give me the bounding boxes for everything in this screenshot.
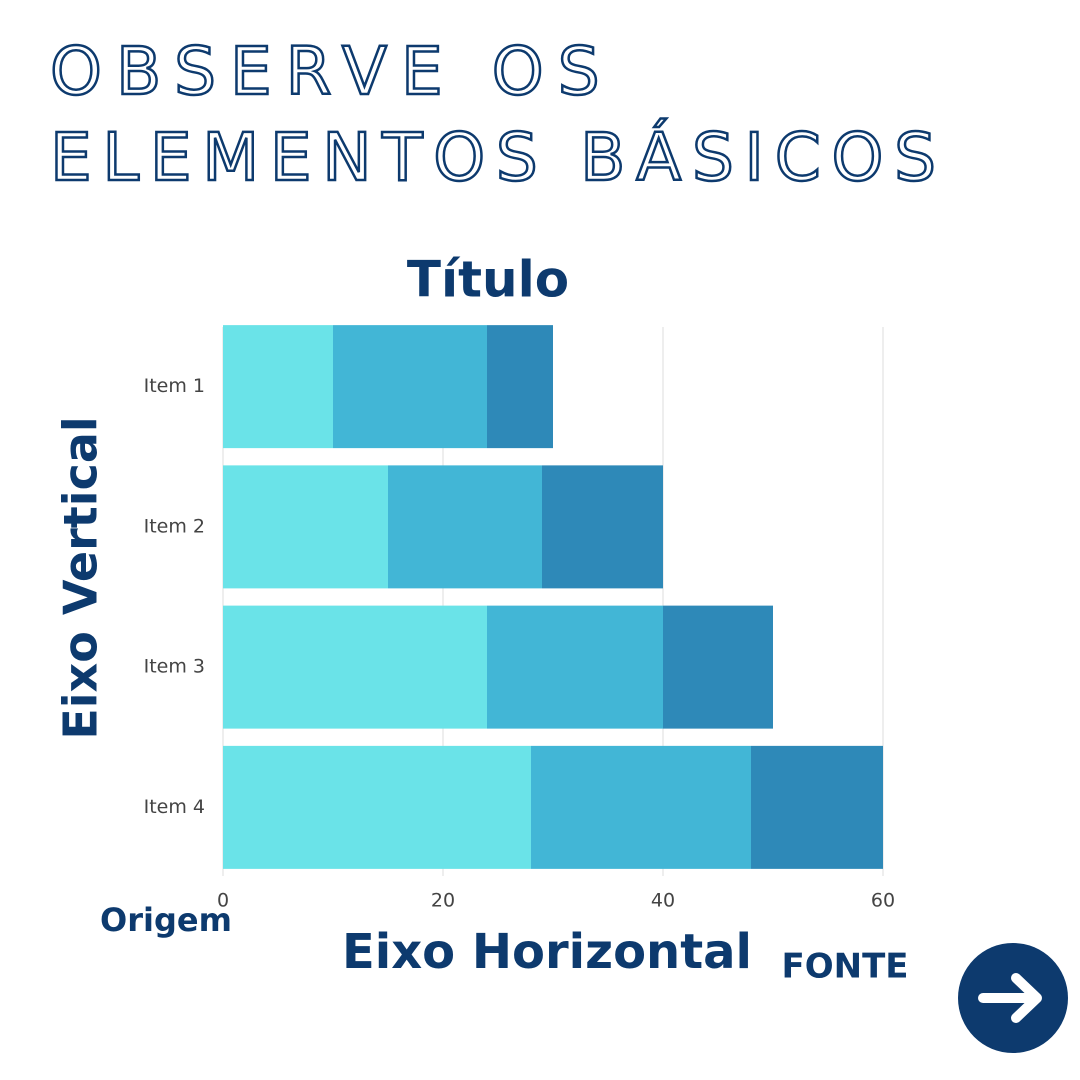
bar-segment	[223, 745, 531, 869]
x-tick-label: 60	[871, 890, 895, 912]
heading-line: OBSERVE OS	[50, 33, 614, 110]
x-axis-label: Eixo Horizontal	[342, 924, 752, 980]
plot: 0 20 40 60 Item 1 Item 2 Item 3 Item 4	[144, 325, 895, 912]
bar-segment	[388, 465, 542, 589]
y-axis-label: Eixo Vertical	[54, 416, 108, 739]
bar-segment	[487, 325, 553, 449]
y-tick-label: Item 4	[144, 796, 205, 818]
bar-segment	[542, 465, 663, 589]
bar-segment	[223, 605, 487, 729]
y-tick-label: Item 3	[144, 656, 205, 678]
bar-segment	[333, 325, 487, 449]
arrow-icon[interactable]	[978, 973, 1042, 1023]
y-tick-label: Item 1	[144, 375, 205, 397]
next-button[interactable]	[958, 943, 1068, 1053]
x-tick-label: 40	[651, 890, 675, 912]
bar-segment	[223, 325, 333, 449]
bar-segment	[663, 605, 773, 729]
heading-line: ELEMENTOS BÁSICOS	[50, 119, 950, 196]
annotation: Origem	[100, 901, 232, 939]
y-tick-label: Item 2	[144, 515, 205, 537]
bar-segment	[751, 745, 883, 869]
bar-segment	[531, 745, 751, 869]
bar-segment	[223, 465, 388, 589]
x-tick-label: 0	[217, 890, 229, 912]
annotation: FONTE	[781, 947, 908, 987]
x-tick-label: 20	[431, 890, 455, 912]
chart-title: Título	[407, 251, 569, 309]
bar-segment	[487, 605, 663, 729]
